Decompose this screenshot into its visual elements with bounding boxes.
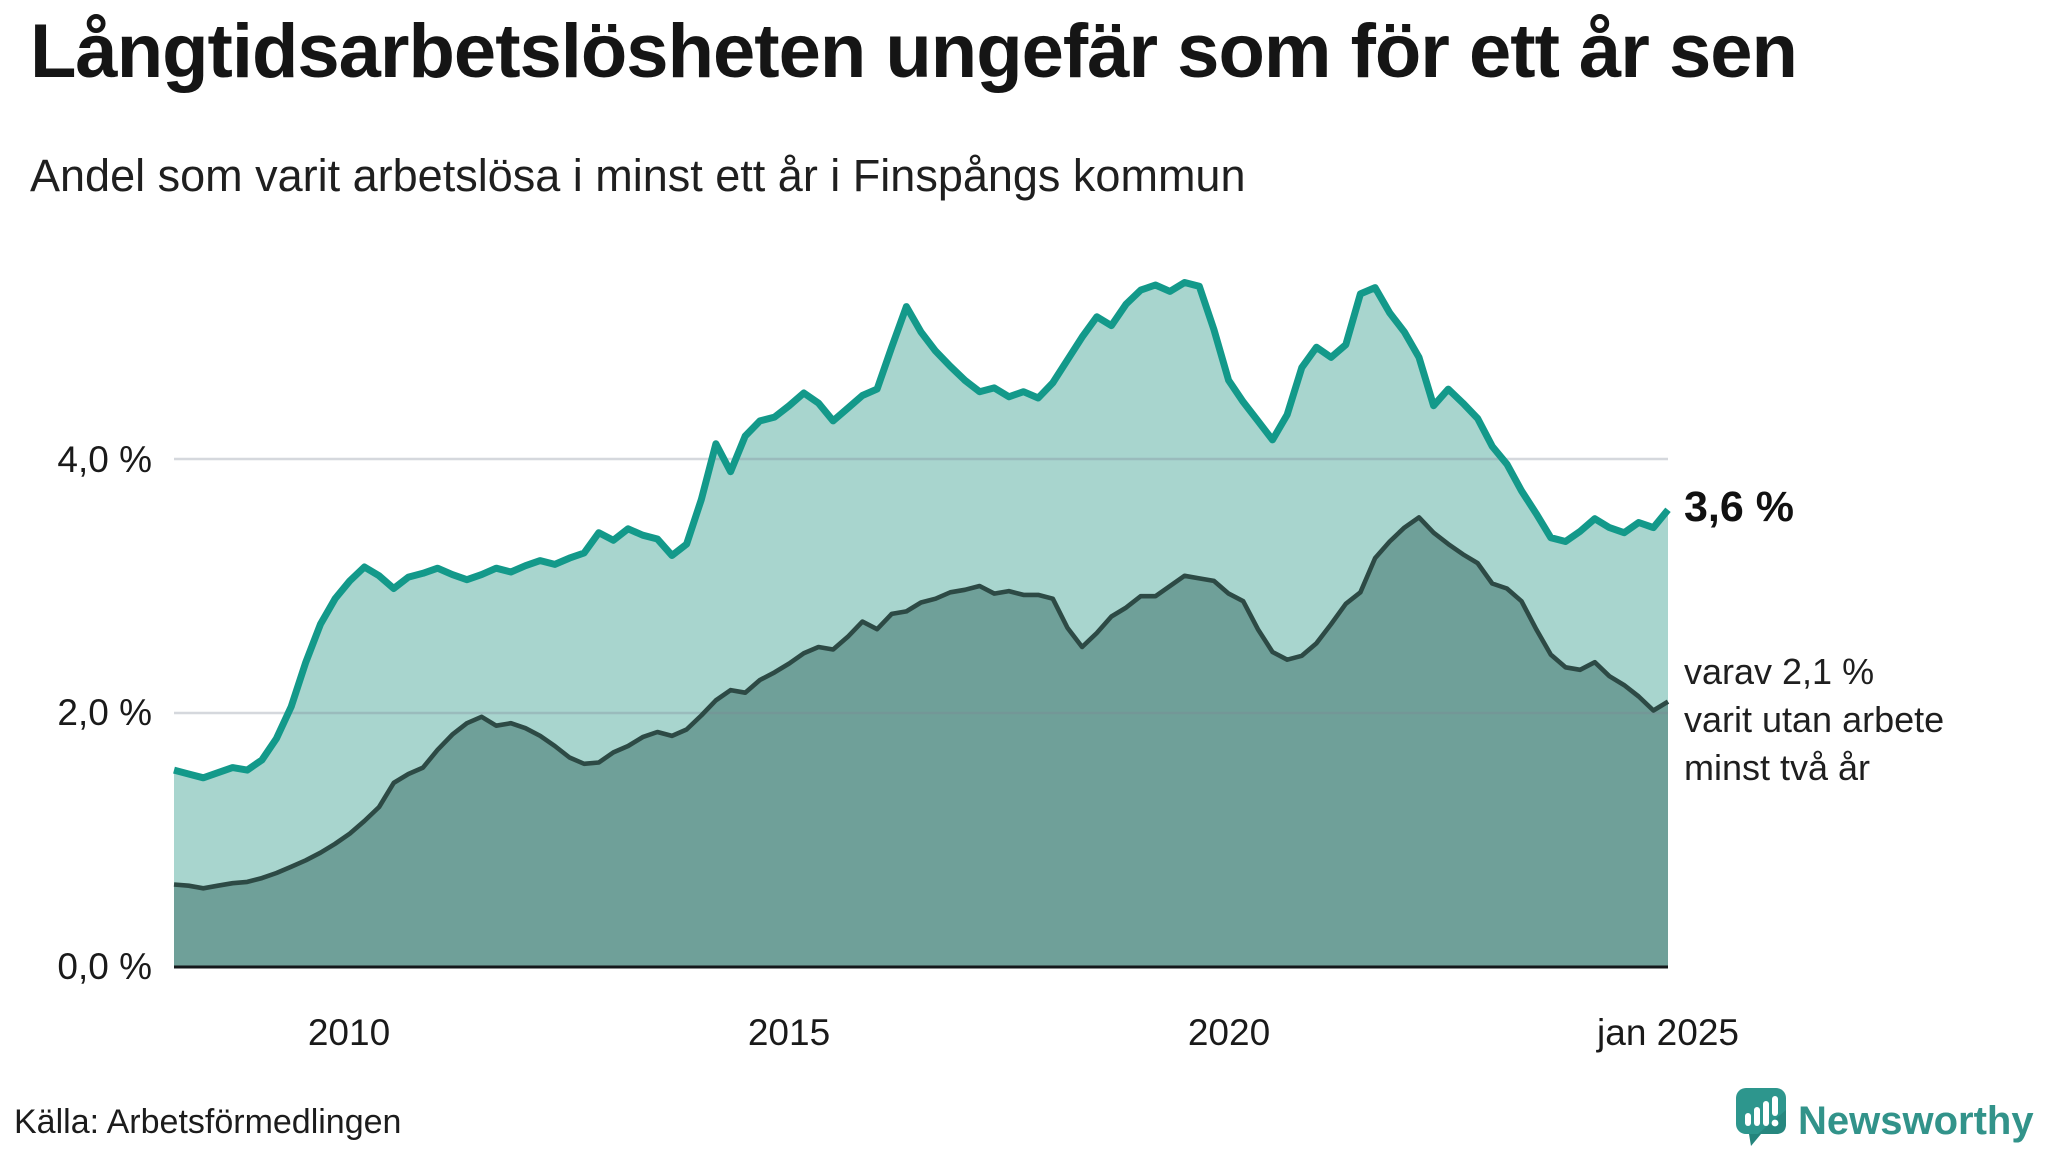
gridlines: [174, 457, 1668, 715]
area-fill-min-two-years: [174, 517, 1668, 967]
chart-subtitle: Andel som varit arbetslösa i minst ett å…: [30, 150, 1246, 201]
y-tick-label-2: 2,0 %: [57, 692, 152, 733]
y-tick-label-0: 0,0 %: [57, 946, 152, 987]
x-tick-label-2020: 2020: [1187, 1012, 1271, 1053]
page-title: Långtidsarbetslösheten ungefär som för e…: [30, 9, 1798, 94]
latest-value-label: 3,6 %: [1684, 483, 1794, 531]
newsworthy-logo-text: Newsworthy: [1798, 1099, 2034, 1143]
annotation-line-2: varit utan arbete: [1684, 699, 1945, 740]
annotation-line-1: varav 2,1 %: [1684, 651, 1875, 692]
newsworthy-speech-bubble-bar-chart-icon: [1736, 1088, 1786, 1146]
y-tick-label-4: 4,0 %: [57, 439, 152, 480]
annotation-line-3: minst två år: [1684, 747, 1871, 788]
source-attribution: Källa: Arbetsförmedlingen: [14, 1103, 402, 1141]
x-tick-label-jan-2025: jan 2025: [1597, 1012, 1739, 1053]
x-tick-label-2010: 2010: [307, 1012, 391, 1053]
two-year-annotation: varav 2,1 % varit utan arbete minst två …: [1684, 648, 1944, 792]
line-min-two-years: [173, 515, 1670, 891]
x-tick-label-2015: 2015: [747, 1012, 831, 1053]
line-min-one-year: [173, 279, 1671, 782]
newsworthy-logo[interactable]: Newsworthy: [1734, 1088, 2044, 1152]
